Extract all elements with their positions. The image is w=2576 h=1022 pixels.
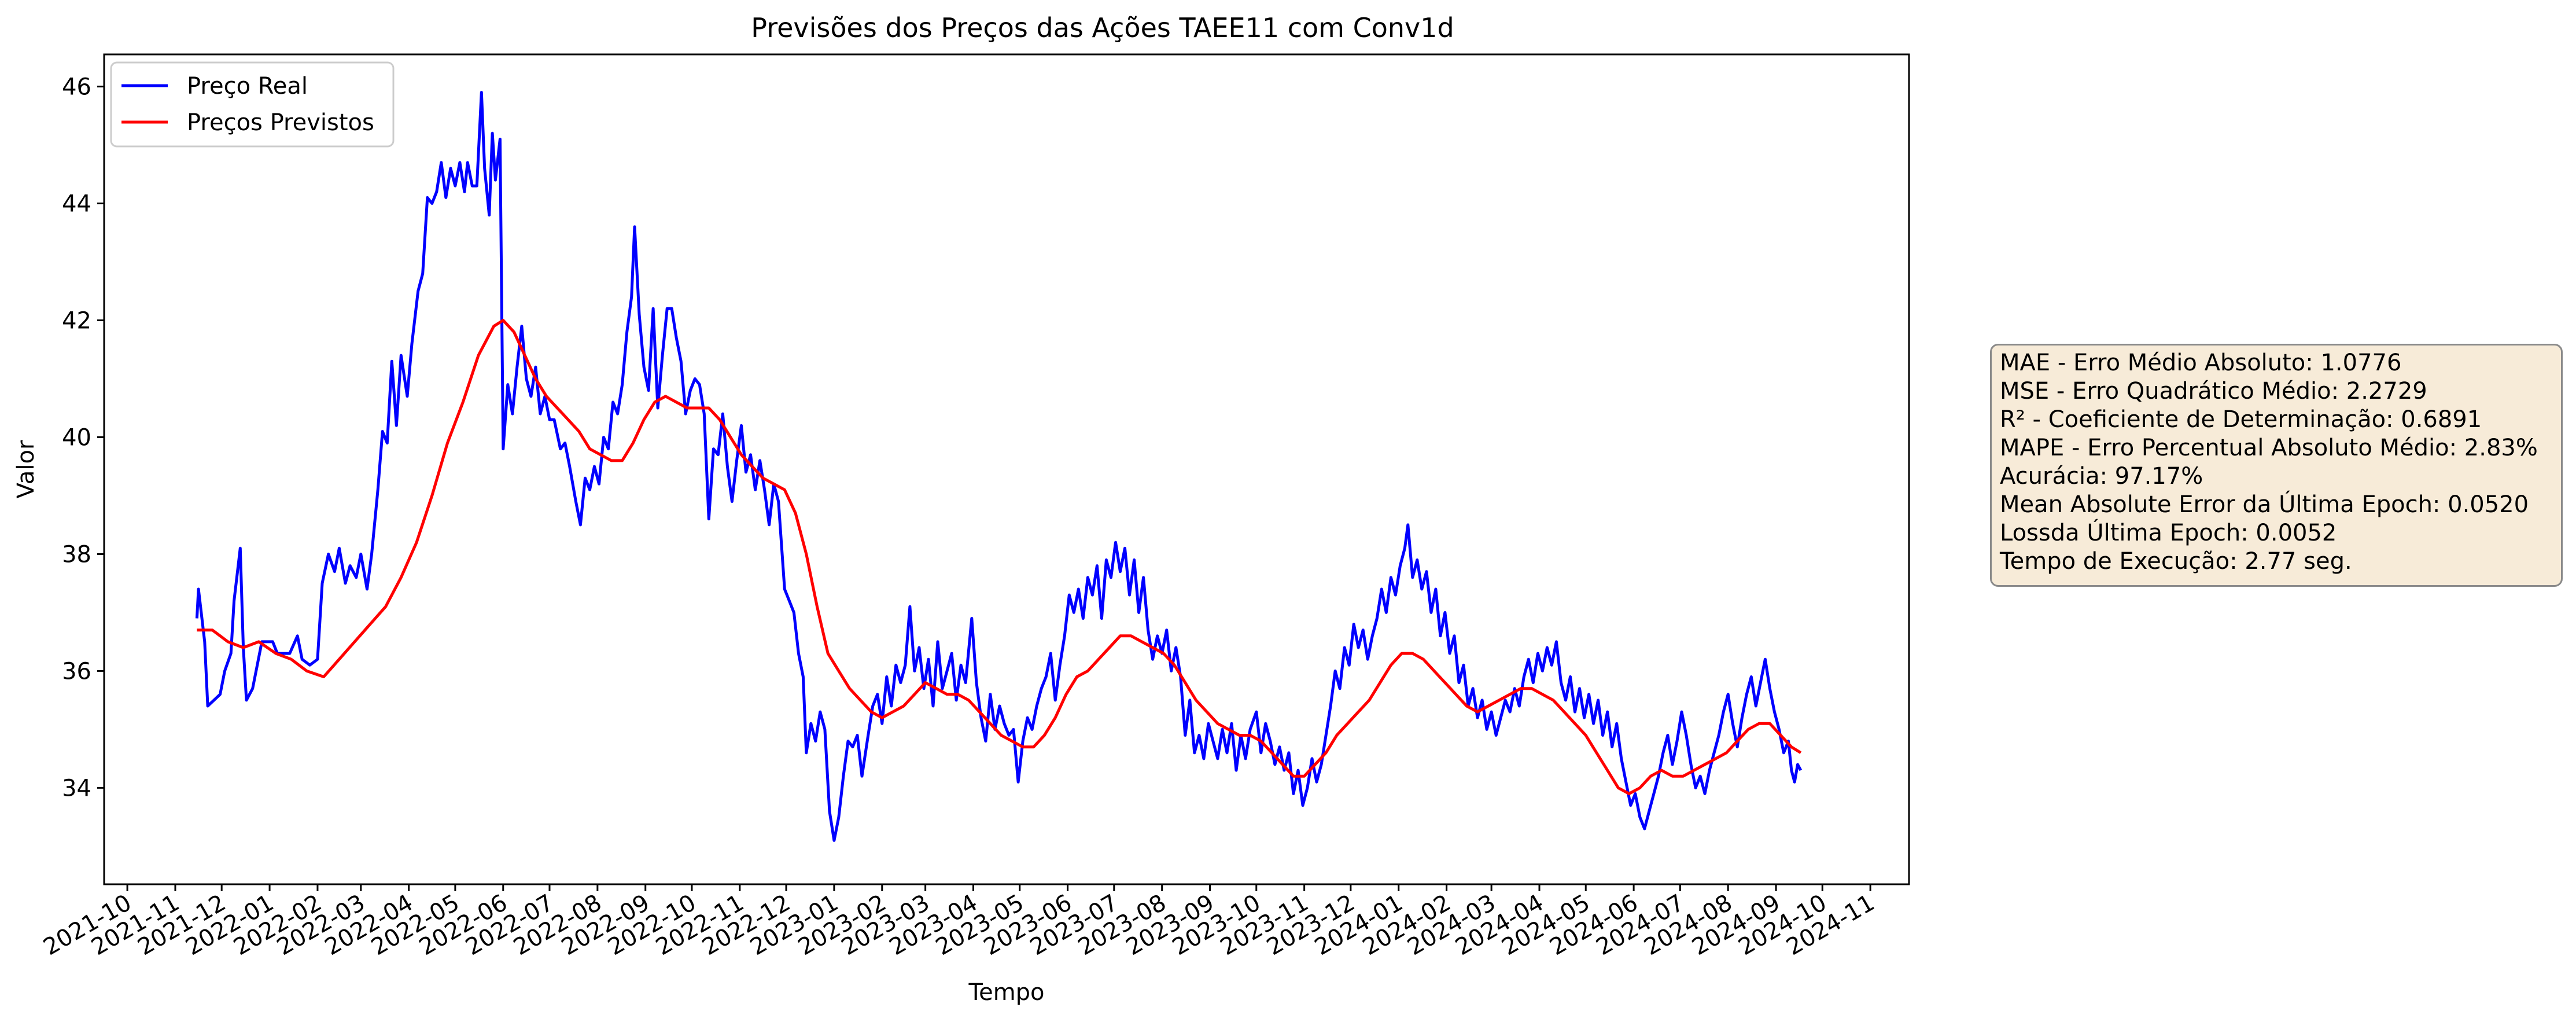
x-axis-label: Tempo [968, 979, 1044, 1006]
y-tick-label: 38 [62, 541, 91, 568]
metric-exec-time: Tempo de Execução: 2.77 seg. [2000, 548, 2352, 575]
metrics-box: MAE - Erro Médio Absoluto: 1.0776 MSE - … [1990, 344, 2563, 587]
y-tick-label: 36 [62, 658, 91, 685]
metric-accuracy: Acurácia: 97.17% [2000, 463, 2203, 490]
series-line-predicted [197, 319, 1802, 795]
y-tick-label: 40 [62, 424, 91, 451]
series-line-real [195, 91, 1803, 842]
legend: Preço Real Preços Previstos [110, 61, 395, 148]
metric-r2: R² - Coeficiente de Determinação: 0.6891 [2000, 406, 2482, 433]
y-tick-label: 46 [62, 74, 91, 101]
plot-frame [103, 53, 1910, 885]
metric-mae: MAE - Erro Médio Absoluto: 1.0776 [2000, 350, 2402, 376]
legend-label-predicted: Preços Previstos [187, 109, 374, 136]
y-tick-label: 44 [62, 191, 91, 218]
chart-title: Previsões dos Preços das Ações TAEE11 co… [751, 12, 1454, 43]
y-axis: 34 36 38 40 42 44 46 [62, 74, 104, 802]
metric-last-epoch-mae: Mean Absolute Error da Última Epoch: 0.0… [2000, 491, 2529, 518]
metric-mse: MSE - Erro Quadrático Médio: 2.2729 [2000, 378, 2427, 405]
legend-label-real: Preço Real [187, 73, 308, 100]
legend-frame [110, 61, 395, 148]
x-axis: 2021-102021-112021-122022-012022-022022-… [39, 884, 1879, 961]
series-group [195, 91, 1803, 842]
y-axis-label: Valor [13, 440, 39, 498]
metric-mape: MAPE - Erro Percentual Absoluto Médio: 2… [2000, 435, 2538, 461]
metric-last-epoch-loss: Lossda Última Epoch: 0.0052 [2000, 520, 2337, 546]
y-tick-label: 42 [62, 307, 91, 334]
y-tick-label: 34 [62, 775, 91, 802]
plot-area [103, 53, 1910, 885]
